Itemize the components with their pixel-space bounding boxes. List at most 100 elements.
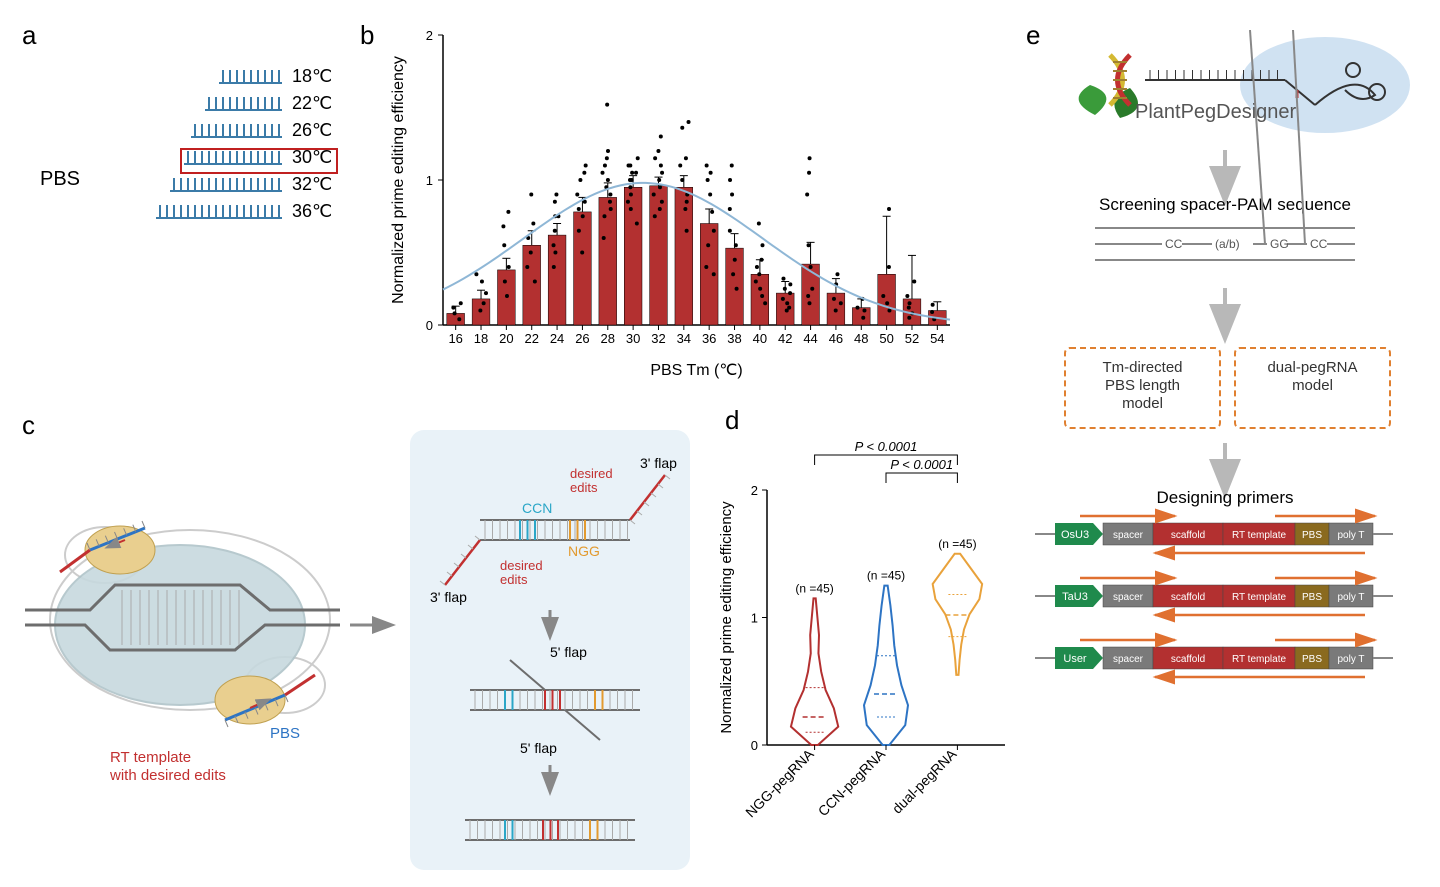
svg-text:PBS: PBS	[270, 725, 300, 742]
svg-text:2: 2	[751, 483, 758, 498]
svg-text:20: 20	[499, 331, 513, 346]
svg-text:scaffold: scaffold	[1171, 654, 1205, 665]
svg-text:1: 1	[751, 611, 758, 626]
bar	[523, 245, 541, 325]
panel-b-bar-chart: 0121618202224262830323436384042444648505…	[385, 25, 965, 385]
bar	[599, 197, 617, 325]
svg-text:50: 50	[879, 331, 893, 346]
pbs-row: 22℃	[40, 93, 340, 114]
pbs-highlight-box	[180, 148, 338, 174]
svg-text:RT template: RT template	[1232, 592, 1287, 603]
bar	[802, 264, 820, 325]
svg-text:1: 1	[426, 173, 433, 188]
svg-text:36: 36	[702, 331, 716, 346]
pbs-row: 36℃	[40, 201, 340, 222]
svg-text:OsU3: OsU3	[1061, 529, 1089, 541]
panel-a-pbs-diagram: PBS 18℃22℃26℃30℃32℃36℃	[40, 60, 340, 228]
svg-text:RT templatewith desired edits: RT templatewith desired edits	[109, 749, 226, 784]
bar	[776, 293, 794, 325]
svg-text:5' flap: 5' flap	[520, 740, 557, 756]
svg-text:54: 54	[930, 331, 944, 346]
svg-text:RT template: RT template	[1232, 530, 1287, 541]
bar	[548, 235, 566, 325]
svg-text:Normalized prime editing effic: Normalized prime editing efficiency	[390, 56, 407, 304]
bar	[650, 186, 668, 325]
svg-text:RT template: RT template	[1232, 654, 1287, 665]
pbs-label: PBS	[40, 168, 80, 191]
pbs-row: 26℃	[40, 120, 340, 141]
violin	[791, 598, 838, 745]
svg-text:40: 40	[753, 331, 767, 346]
svg-text:5' flap: 5' flap	[550, 644, 587, 660]
svg-text:PBS: PBS	[1302, 592, 1322, 603]
svg-text:Normalized prime editing effic: Normalized prime editing efficiency	[718, 501, 735, 734]
panel-label-a: a	[22, 20, 36, 51]
svg-text:42: 42	[778, 331, 792, 346]
svg-text:0: 0	[426, 318, 433, 333]
panel-label-d: d	[725, 405, 739, 436]
svg-text:3' flap: 3' flap	[430, 589, 467, 605]
svg-text:PBS: PBS	[1302, 530, 1322, 541]
svg-text:52: 52	[905, 331, 919, 346]
pbs-temp-label: 26℃	[292, 120, 340, 141]
svg-text:dual-pegRNA: dual-pegRNA	[889, 745, 960, 816]
panel-c-mechanism-diagram: PBSRT templatewith desired editsCCNNGG3'…	[20, 430, 700, 870]
svg-text:poly T: poly T	[1337, 530, 1364, 541]
svg-text:(n =45): (n =45)	[867, 569, 905, 583]
svg-text:(n =45): (n =45)	[938, 537, 976, 551]
bar	[751, 274, 769, 325]
svg-text:spacer: spacer	[1113, 530, 1144, 541]
violin	[864, 586, 908, 745]
svg-text:30: 30	[626, 331, 640, 346]
pbs-row: 18℃	[40, 66, 340, 87]
svg-text:26: 26	[575, 331, 589, 346]
svg-text:CCN-pegRNA: CCN-pegRNA	[815, 745, 889, 819]
svg-text:spacer: spacer	[1113, 592, 1144, 603]
svg-text:CC: CC	[1165, 237, 1183, 251]
svg-text:PBS Tm (℃): PBS Tm (℃)	[650, 362, 742, 379]
svg-text:scaffold: scaffold	[1171, 592, 1205, 603]
pbs-temp-label: 22℃	[292, 93, 340, 114]
svg-text:2: 2	[426, 28, 433, 43]
svg-text:0: 0	[751, 738, 758, 753]
bar	[624, 187, 642, 325]
svg-text:User: User	[1063, 653, 1087, 665]
svg-text:Tm-directedPBS lengthmodel: Tm-directedPBS lengthmodel	[1102, 359, 1182, 412]
pbs-row: 32℃	[40, 174, 340, 195]
svg-text:PlantPegDesigner: PlantPegDesigner	[1135, 101, 1297, 123]
pbs-temp-label: 36℃	[292, 201, 340, 222]
svg-text:28: 28	[601, 331, 615, 346]
svg-text:24: 24	[550, 331, 564, 346]
svg-text:spacer: spacer	[1113, 654, 1144, 665]
svg-text:CCN: CCN	[522, 500, 552, 516]
svg-text:48: 48	[854, 331, 868, 346]
svg-text:NGG-pegRNA: NGG-pegRNA	[742, 745, 817, 820]
svg-text:PBS: PBS	[1302, 654, 1322, 665]
svg-text:32: 32	[651, 331, 665, 346]
svg-text:18: 18	[474, 331, 488, 346]
svg-text:dual-pegRNAmodel: dual-pegRNAmodel	[1267, 359, 1357, 394]
bar	[852, 308, 870, 325]
svg-text:3' flap: 3' flap	[640, 455, 677, 471]
svg-text:44: 44	[803, 331, 817, 346]
svg-text:TaU3: TaU3	[1062, 591, 1088, 603]
svg-text:GG: GG	[1270, 237, 1289, 251]
pbs-temp-label: 18℃	[292, 66, 340, 87]
svg-text:(n =45): (n =45)	[795, 581, 833, 595]
svg-text:46: 46	[829, 331, 843, 346]
svg-text:P < 0.0001: P < 0.0001	[855, 439, 918, 454]
svg-text:poly T: poly T	[1337, 654, 1364, 665]
panel-label-b: b	[360, 20, 374, 51]
bar	[574, 212, 592, 325]
svg-text:16: 16	[448, 331, 462, 346]
svg-text:Designing primers: Designing primers	[1157, 488, 1294, 507]
svg-text:CC: CC	[1310, 237, 1328, 251]
panel-e-workflow: PlantPegDesignerScreening spacer-PAM seq…	[1025, 30, 1425, 870]
pbs-temp-label: 32℃	[292, 174, 340, 195]
svg-text:38: 38	[727, 331, 741, 346]
svg-text:34: 34	[677, 331, 691, 346]
svg-text:(a/b): (a/b)	[1215, 237, 1240, 251]
svg-text:scaffold: scaffold	[1171, 530, 1205, 541]
svg-text:P < 0.0001: P < 0.0001	[890, 457, 953, 472]
bar	[878, 274, 896, 325]
